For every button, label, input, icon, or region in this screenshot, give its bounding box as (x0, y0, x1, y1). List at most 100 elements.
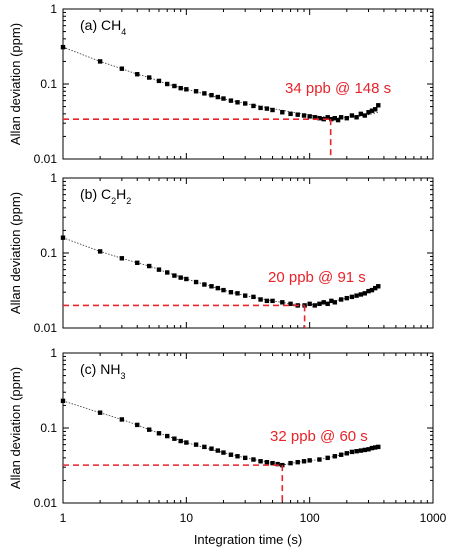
data-point (369, 287, 375, 293)
data-point (147, 75, 152, 80)
panel-b-label: (b) C2H2 (80, 186, 131, 206)
data-point (349, 113, 355, 118)
data-point (97, 59, 103, 64)
panel-c-ylabel: Allan deviation (ppm) (8, 367, 23, 489)
data-point (317, 301, 322, 307)
fit-curve (62, 46, 379, 119)
data-point (373, 107, 378, 112)
data-point (366, 447, 371, 452)
data-point (135, 72, 140, 77)
data-point (307, 458, 312, 463)
data-point (362, 447, 368, 453)
data-point (209, 446, 214, 451)
data-point (325, 115, 330, 120)
y-tick-label: 0.1 (40, 246, 57, 260)
data-point (338, 297, 344, 302)
data-point (228, 98, 234, 103)
data-point (251, 294, 256, 300)
data-point (307, 114, 312, 119)
data-point (97, 410, 103, 415)
x-tick-label: 1000 (420, 511, 447, 525)
data-point (165, 81, 170, 87)
data-point (332, 454, 338, 459)
data-point (209, 284, 214, 289)
data-point (156, 267, 162, 272)
data-point (135, 422, 140, 428)
panel-b-ylabel: Allan deviation (ppm) (8, 192, 23, 314)
panel-a-label: (a) CH4 (80, 17, 126, 37)
y-tick-label: 1 (50, 2, 57, 16)
data-point (119, 66, 125, 71)
data-point (215, 94, 221, 100)
data-point (307, 301, 312, 307)
data-point (228, 290, 234, 295)
panel-a-annotation: 34 ppb @ 148 s (285, 80, 391, 97)
data-point (258, 459, 263, 464)
data-point (335, 117, 341, 123)
data-point (178, 438, 183, 444)
data-point (312, 303, 317, 308)
data-point (242, 293, 248, 298)
data-point (264, 459, 270, 465)
data-point (202, 282, 207, 287)
data-point (184, 440, 189, 445)
data-point (235, 291, 240, 296)
y-tick-label: 1 (50, 171, 57, 185)
data-point (358, 448, 364, 453)
data-point (369, 108, 375, 113)
x-tick-label: 10 (180, 511, 194, 525)
data-point (172, 83, 177, 89)
data-point (193, 442, 199, 447)
y-tick-label: 0.1 (40, 421, 57, 435)
panel-c: (c) NH3 32 ppb @ 60 s Allan deviation (p… (8, 346, 434, 510)
data-point (349, 449, 355, 455)
data-point (178, 85, 183, 91)
data-point (242, 455, 248, 461)
data-point (60, 44, 66, 50)
data-point (264, 106, 270, 111)
data-point (354, 449, 359, 454)
data-point (275, 461, 280, 467)
data-point (317, 115, 322, 121)
data-point (295, 112, 300, 117)
data-point (338, 115, 344, 120)
data-point (270, 460, 275, 466)
data-point (362, 291, 368, 296)
data-point (301, 459, 307, 464)
data-point (202, 91, 207, 96)
x-axis-label: Integration time (s) (194, 532, 302, 547)
data-point (366, 110, 371, 115)
panel-b: (b) C2H2 20 ppb @ 91 s Allan deviation (… (8, 171, 434, 335)
y-tick-label: 0.1 (40, 77, 57, 91)
data-point (251, 103, 256, 109)
data-point (264, 298, 270, 304)
data-point (60, 235, 66, 240)
panel-a-ylabel: Allan deviation (ppm) (8, 23, 23, 145)
data-point (280, 300, 285, 305)
data-point (209, 92, 214, 98)
data-point (235, 100, 240, 105)
data-point (321, 300, 326, 305)
data-point (119, 256, 125, 261)
y-tick-label: 0.01 (34, 321, 58, 335)
data-point (228, 452, 234, 457)
data-point (373, 445, 378, 450)
data-point (376, 444, 381, 450)
panel-a: (a) CH4 34 ppb @ 148 s Allan deviation (… (8, 2, 434, 166)
y-tick-label: 0.01 (34, 152, 58, 166)
data-point (369, 445, 375, 451)
data-point (60, 398, 66, 404)
data-point (349, 294, 355, 300)
data-point (156, 431, 162, 436)
data-point (366, 288, 371, 294)
data-point (235, 454, 240, 459)
data-point (258, 105, 263, 111)
data-point (288, 301, 293, 307)
data-point (178, 275, 183, 280)
data-point (221, 287, 226, 293)
data-point (135, 260, 140, 266)
data-point (221, 96, 226, 101)
data-point (172, 436, 177, 441)
data-point (156, 78, 162, 84)
